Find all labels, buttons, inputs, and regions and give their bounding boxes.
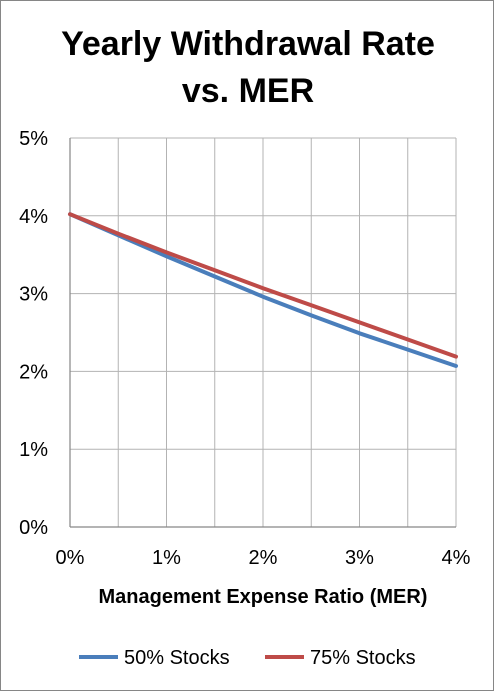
- series-line-50-stocks: [68, 212, 458, 368]
- legend-label-50-stocks: 50% Stocks: [124, 647, 230, 669]
- plot-area: 0% 1% 2% 3% 4% 5% 0% 1% 2% 3% 4%: [19, 128, 471, 569]
- legend-label-75-stocks: 75% Stocks: [310, 647, 416, 669]
- x-tick-label: 4%: [442, 547, 471, 569]
- series-line-75-stocks: [68, 212, 458, 359]
- x-axis-title: Management Expense Ratio (MER): [99, 586, 428, 608]
- y-tick-label: 3%: [19, 284, 48, 306]
- x-tick-label: 0%: [56, 547, 85, 569]
- legend: 50% Stocks 75% Stocks: [79, 647, 416, 669]
- y-tick-label: 2%: [19, 361, 48, 383]
- x-tick-label: 3%: [345, 547, 374, 569]
- chart-title-line-1: Yearly Withdrawal Rate: [61, 25, 435, 63]
- y-tick-label: 5%: [19, 128, 48, 150]
- x-tick-label: 1%: [152, 547, 181, 569]
- x-tick-label: 2%: [249, 547, 278, 569]
- chart-title-line-2: vs. MER: [182, 72, 314, 110]
- y-tick-label: 0%: [19, 517, 48, 539]
- y-tick-label: 1%: [19, 439, 48, 461]
- y-tick-label: 4%: [19, 206, 48, 228]
